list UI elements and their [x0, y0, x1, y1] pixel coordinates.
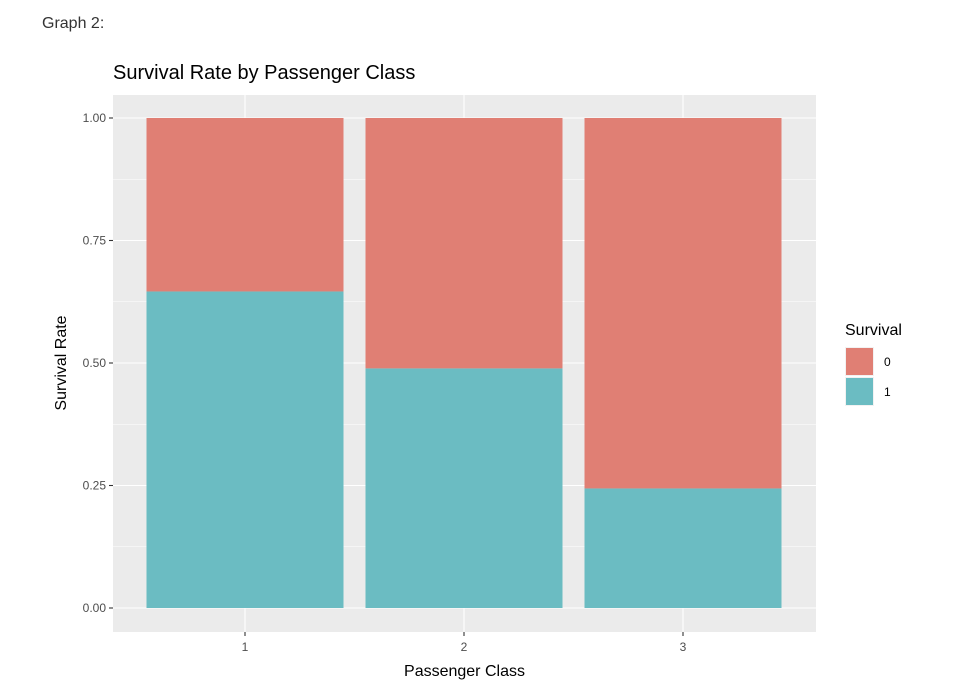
legend: Survival 0 1	[845, 322, 902, 406]
chart-title: Survival Rate by Passenger Class	[113, 62, 415, 84]
bar-class-3-survival-1	[584, 488, 782, 608]
y-axis: 0.00 0.25 0.50 0.75 1.00	[83, 111, 113, 615]
y-tick-label: 0.25	[83, 479, 107, 493]
legend-label-1: 1	[884, 385, 891, 399]
x-axis: 1 2 3	[242, 632, 687, 654]
bar-class-3-survival-0	[584, 118, 782, 489]
x-tick-label: 2	[461, 640, 468, 654]
y-tick-label: 1.00	[83, 111, 107, 125]
bar-class-1-survival-0	[146, 118, 344, 292]
legend-swatch-1	[846, 378, 873, 405]
x-tick-label: 1	[242, 640, 249, 654]
legend-swatch-0	[846, 348, 873, 375]
graph-caption: Graph 2:	[42, 15, 105, 32]
x-tick-label: 3	[680, 640, 687, 654]
x-axis-title: Passenger Class	[404, 663, 525, 680]
y-tick-label: 0.75	[83, 234, 107, 248]
bar-class-1-survival-1	[146, 291, 344, 608]
bars	[146, 118, 782, 608]
bar-class-2-survival-1	[365, 368, 563, 608]
y-tick-label: 0.50	[83, 356, 107, 370]
y-axis-title: Survival Rate	[53, 315, 70, 410]
legend-label-0: 0	[884, 355, 891, 369]
legend-title: Survival	[845, 322, 902, 339]
y-tick-label: 0.00	[83, 601, 107, 615]
bar-class-2-survival-0	[365, 118, 563, 369]
